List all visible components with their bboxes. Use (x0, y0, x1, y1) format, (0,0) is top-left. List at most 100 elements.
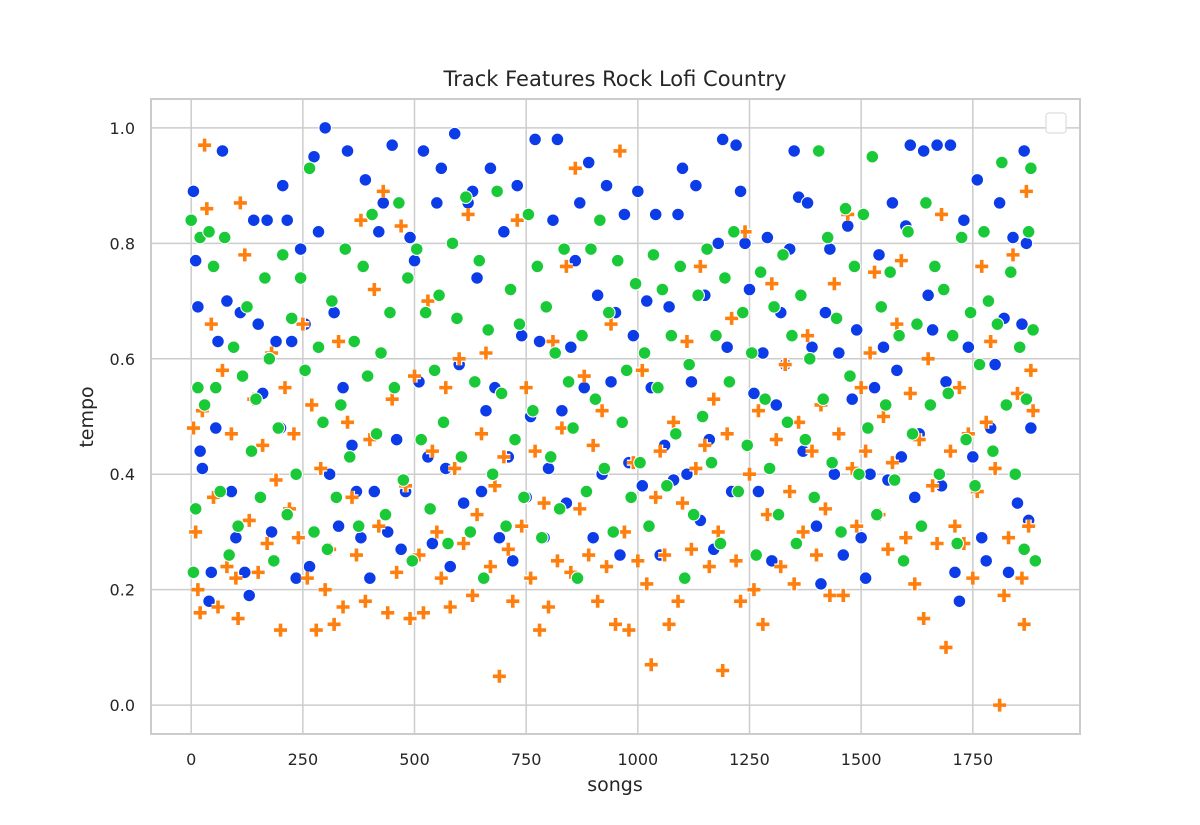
circle-marker (950, 536, 965, 551)
plus-marker (827, 277, 841, 291)
circle-marker (371, 224, 386, 239)
circle-marker (789, 536, 804, 551)
circle-marker (242, 588, 257, 603)
plus-marker (497, 450, 511, 464)
x-tick-label: 1000 (617, 750, 658, 769)
circle-marker (563, 340, 578, 355)
plus-marker (198, 138, 212, 152)
circle-marker (814, 577, 828, 591)
plus-marker (242, 513, 256, 527)
plus-marker (742, 467, 756, 481)
circle-marker (823, 242, 837, 256)
plus-marker (747, 583, 761, 597)
circle-marker (302, 559, 317, 574)
circle-marker (441, 536, 455, 551)
plus-marker (720, 427, 734, 441)
circle-marker (333, 398, 348, 412)
plus-marker (1019, 184, 1033, 198)
circle-marker (197, 398, 212, 412)
circle-marker (376, 196, 391, 210)
circle-marker (418, 305, 433, 320)
circle-marker (385, 138, 400, 153)
plus-marker (582, 548, 596, 562)
circle-marker (709, 328, 723, 343)
circle-marker (476, 571, 491, 585)
plus-marker (358, 594, 372, 608)
plus-marker (926, 479, 940, 493)
circle-marker (704, 455, 719, 470)
circle-marker (785, 328, 799, 343)
plus-marker (640, 577, 654, 591)
plus-marker (309, 623, 323, 637)
circle-marker (943, 138, 958, 153)
plus-marker (443, 600, 457, 614)
plus-marker (1026, 404, 1040, 418)
circle-marker (628, 276, 643, 291)
circle-marker (883, 265, 898, 280)
circle-marker (682, 357, 697, 372)
circle-marker (999, 398, 1014, 412)
y-tick-label: 0.0 (110, 696, 135, 715)
plus-marker (233, 196, 247, 210)
plus-marker (935, 207, 949, 221)
circle-marker (610, 253, 625, 268)
plus-marker (528, 444, 542, 458)
plus-marker (385, 392, 399, 406)
circle-marker (494, 386, 509, 401)
plus-marker (993, 698, 1007, 712)
plus-marker (725, 311, 739, 325)
circle-marker (805, 340, 819, 355)
circle-marker (307, 149, 321, 164)
circle-marker (363, 571, 377, 585)
circle-marker (767, 299, 781, 314)
plus-marker (809, 548, 823, 562)
circle-marker (675, 161, 690, 176)
plus-marker (533, 623, 547, 637)
plus-marker (988, 461, 1002, 475)
plus-marker (501, 542, 515, 556)
circle-marker (566, 421, 580, 435)
circle-marker (939, 375, 953, 389)
circle-marker (548, 346, 563, 360)
plus-marker (408, 369, 422, 383)
y-tick-label: 0.6 (110, 350, 135, 369)
circle-marker (251, 317, 266, 331)
circle-marker (572, 196, 587, 210)
circle-marker (365, 207, 379, 222)
circle-marker (425, 536, 440, 551)
circle-marker (829, 311, 844, 326)
plus-marker (975, 259, 989, 273)
circle-marker (405, 553, 420, 568)
circle-marker (787, 144, 802, 158)
circle-marker (479, 403, 493, 418)
circle-marker (586, 530, 601, 545)
plus-marker (439, 381, 453, 395)
plus-marker (917, 612, 931, 626)
circle-marker (718, 271, 732, 285)
circle-marker (648, 207, 663, 222)
y-tick-label: 0.2 (110, 581, 135, 600)
circle-marker (617, 207, 632, 222)
circle-marker (910, 317, 924, 331)
plus-marker (506, 594, 520, 608)
plus-marker (876, 410, 890, 423)
circle-marker (550, 132, 565, 147)
plus-marker (850, 519, 864, 533)
circle-marker (816, 392, 831, 407)
circle-marker (289, 571, 304, 585)
circle-marker (284, 311, 299, 326)
circle-marker (534, 530, 549, 545)
circle-marker (970, 172, 985, 187)
circle-marker (264, 525, 279, 539)
circle-marker (613, 548, 627, 562)
circle-marker (521, 207, 536, 222)
circle-marker (990, 317, 1005, 331)
series-3 (184, 144, 1043, 585)
x-tick-label: 0 (186, 750, 196, 769)
circle-marker (965, 450, 980, 464)
circle-marker (925, 323, 940, 337)
circle-marker (570, 571, 585, 585)
plot-area (150, 98, 1081, 735)
circle-marker (780, 415, 795, 430)
circle-marker (293, 242, 308, 256)
